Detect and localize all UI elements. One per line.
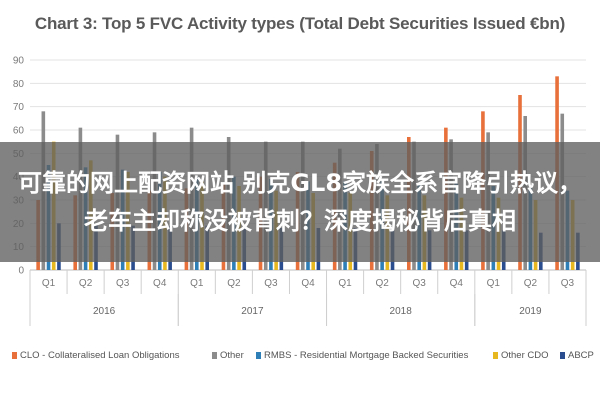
x-tick-label: Q2 [375, 278, 389, 289]
x-tick-label: Q1 [338, 278, 352, 289]
x-tick-label: Q2 [79, 278, 93, 289]
legend-label: CLO - Collateralised Loan Obligations [20, 350, 180, 361]
y-tick-label: 60 [13, 126, 25, 137]
year-label: 2019 [519, 306, 542, 317]
x-tick-label: Q1 [42, 278, 56, 289]
x-tick-label: Q1 [190, 278, 204, 289]
x-tick-label: Q4 [301, 278, 315, 289]
y-tick-label: 80 [13, 79, 25, 90]
x-tick-label: Q2 [524, 278, 538, 289]
legend-label: Other [220, 350, 244, 361]
y-tick-label: 90 [13, 56, 25, 67]
x-tick-label: Q3 [116, 278, 130, 289]
legend-swatch [493, 352, 498, 359]
x-tick-label: Q4 [450, 278, 464, 289]
x-tick-label: Q4 [153, 278, 167, 289]
legend-swatch [12, 352, 17, 359]
legend-label: Other CDO [501, 350, 549, 361]
legend-swatch [212, 352, 217, 359]
year-label: 2018 [390, 306, 413, 317]
x-tick-label: Q3 [413, 278, 427, 289]
legend-swatch [256, 352, 261, 359]
x-tick-label: Q3 [264, 278, 278, 289]
year-label: 2017 [241, 306, 264, 317]
y-tick-label: 0 [18, 266, 24, 277]
y-tick-label: 70 [13, 102, 25, 113]
headline-overlay: 可靠的网上配资网站 别克GL8家族全系官降引热议，老车主却称没被背刺？深度揭秘背… [0, 142, 600, 262]
headline-text: 可靠的网上配资网站 别克GL8家族全系官降引热议，老车主却称没被背刺？深度揭秘背… [17, 169, 583, 235]
legend-label: ABCP [568, 350, 594, 361]
legend-swatch [560, 352, 565, 359]
x-tick-label: Q2 [227, 278, 241, 289]
year-label: 2016 [93, 306, 116, 317]
chart-title: Chart 3: Top 5 FVC Activity types (Total… [34, 14, 566, 33]
x-tick-label: Q1 [487, 278, 501, 289]
x-tick-label: Q3 [561, 278, 575, 289]
legend-label: RMBS - Residential Mortgage Backed Secur… [264, 350, 469, 361]
